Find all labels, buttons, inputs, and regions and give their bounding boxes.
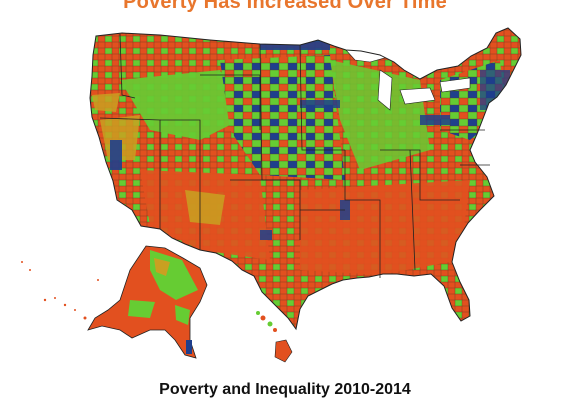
great-lakes [344,44,471,111]
alaska [21,245,208,359]
state-borders [99,33,490,278]
hawaii [256,311,293,363]
region-green-plains [220,55,345,180]
map-title: Poverty Has Increased Over Time [123,0,447,13]
region-green-mountain [120,70,240,140]
region-red-south [300,180,470,275]
us-outline [89,27,522,331]
map-subtitle: Poverty and Inequality 2010-2014 [159,381,411,398]
region-green-midwest [330,60,430,170]
